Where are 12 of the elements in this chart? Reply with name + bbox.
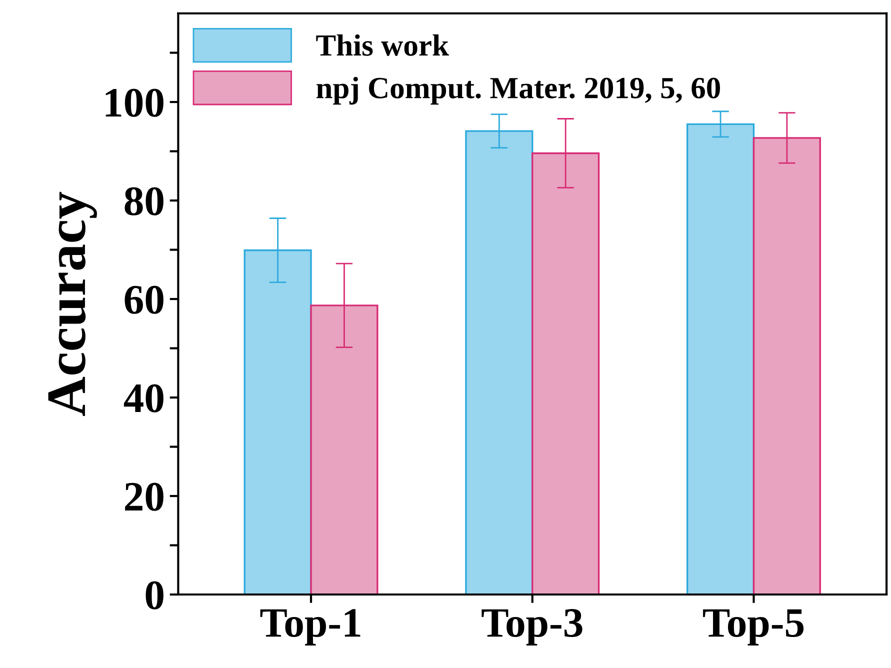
x-tick-label: Top-3 — [482, 609, 582, 646]
y-tick-label: 0 — [146, 581, 164, 610]
y-tick-label: 100 — [106, 88, 164, 117]
legend-label: This work — [316, 34, 449, 56]
x-tick-label: Top-5 — [703, 609, 804, 646]
y-tick-label: 20 — [125, 482, 164, 511]
y-tick-label: 80 — [124, 187, 164, 216]
x-tick-label: Top-1 — [260, 609, 360, 646]
y-axis-title: Accuracy — [48, 192, 97, 416]
legend-label: npj Comput. Mater. 2019, 5, 60 — [316, 76, 720, 105]
y-tick-label: 60 — [124, 286, 164, 314]
y-tick-label: 40 — [124, 384, 164, 412]
